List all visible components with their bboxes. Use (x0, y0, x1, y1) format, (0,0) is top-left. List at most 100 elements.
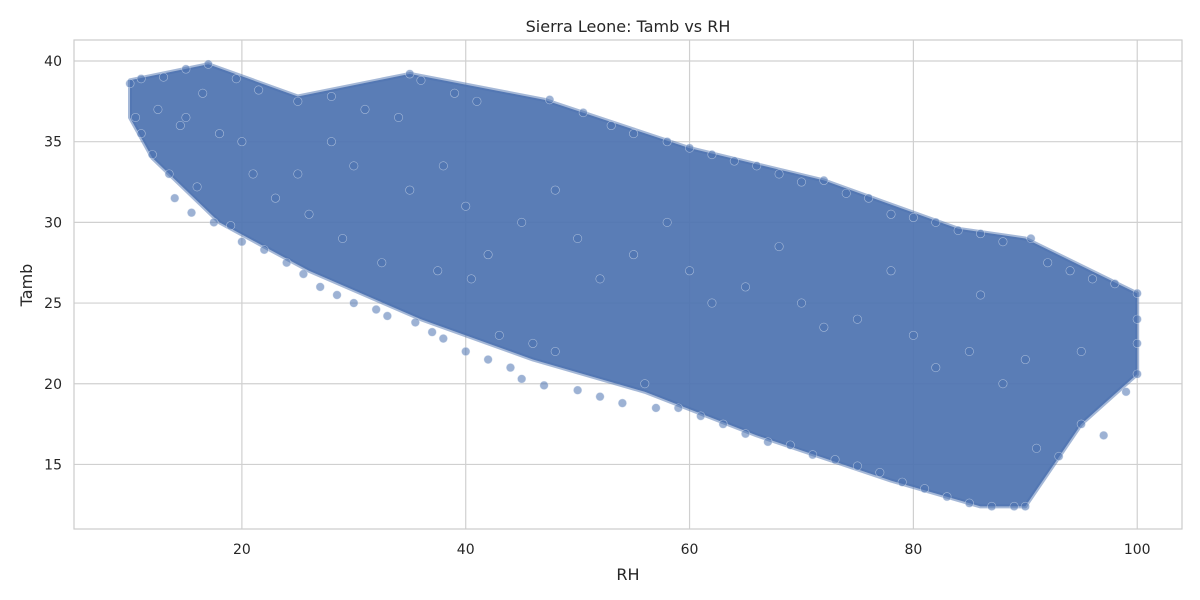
scatter-point (685, 143, 695, 153)
scatter-point (953, 225, 963, 235)
scatter-point (1132, 369, 1142, 379)
scatter-point (410, 317, 420, 327)
scatter-point (259, 245, 269, 255)
scatter-point (326, 137, 336, 147)
x-tick-label: 100 (1124, 542, 1151, 558)
scatter-point (181, 64, 191, 74)
plot-frame (73, 39, 1183, 530)
scatter-point (718, 419, 728, 429)
scatter-point (998, 379, 1008, 389)
scatter-point (494, 330, 504, 340)
scatter-point (1043, 258, 1053, 268)
scatter-point (214, 129, 224, 139)
y-tick-label: 15 (44, 457, 62, 473)
x-tick-label: 60 (681, 542, 699, 558)
scatter-point (830, 455, 840, 465)
scatter-point (1110, 279, 1120, 289)
scatter-point (1087, 274, 1097, 284)
scatter-point (729, 156, 739, 166)
scatter-point (136, 74, 146, 84)
scatter-point (483, 355, 493, 365)
y-tick-label: 30 (44, 215, 62, 231)
scatter-point (976, 229, 986, 239)
scatter-point (237, 237, 247, 247)
scatter-point (438, 334, 448, 344)
scatter-point (1132, 288, 1142, 298)
scatter-point (578, 108, 588, 118)
scatter-point (651, 403, 661, 413)
scatter-point (136, 129, 146, 139)
tick-labels: 20 40 60 80 100 15 20 25 30 35 40 (44, 54, 1150, 558)
scatter-point (226, 221, 236, 231)
scatter-point (382, 311, 392, 321)
scatter-point (573, 385, 583, 395)
scatter-point (159, 72, 169, 82)
y-axis-label: Tamb (17, 264, 36, 308)
y-tick-label: 25 (44, 296, 62, 312)
scatter-point (539, 380, 549, 390)
scatter-point (886, 209, 896, 219)
scatter-point (662, 217, 672, 227)
scatter-point (1032, 443, 1042, 453)
scatter-point (595, 274, 605, 284)
scatter-point (131, 112, 141, 122)
x-axis-label: RH (616, 565, 639, 584)
scatter-point (1132, 314, 1142, 324)
scatter-point (394, 112, 404, 122)
scatter-point (517, 374, 527, 384)
scatter-point (976, 290, 986, 300)
scatter-point (1020, 355, 1030, 365)
scatter-point (640, 379, 650, 389)
scatter-point (505, 363, 515, 373)
scatter-point (315, 282, 325, 292)
scatter-point (662, 137, 672, 147)
scatter-point (466, 274, 476, 284)
scatter-point (1099, 430, 1109, 440)
scatter-point (1026, 234, 1036, 244)
data-points (125, 59, 1142, 511)
scatter-point (1054, 451, 1064, 461)
scatter-point (550, 185, 560, 195)
scatter-point (427, 327, 437, 337)
scatter-point (1132, 338, 1142, 348)
scatter-point (752, 161, 762, 171)
y-tick-label: 40 (44, 54, 62, 70)
scatter-point (153, 104, 163, 114)
scatter-point (209, 217, 219, 227)
scatter-point (897, 477, 907, 487)
scatter-point (942, 492, 952, 502)
scatter-point (461, 346, 471, 356)
scatter-point (304, 209, 314, 219)
scatter-point (796, 177, 806, 187)
scatter-point (998, 237, 1008, 247)
scatter-point (472, 96, 482, 106)
scatter-point (254, 85, 264, 95)
scatter-point (931, 363, 941, 373)
scatter-point (438, 161, 448, 171)
y-tick-label: 20 (44, 377, 62, 393)
scatter-point (550, 346, 560, 356)
scatter-point (785, 440, 795, 450)
scatter-point (450, 88, 460, 98)
scatter-point (595, 392, 605, 402)
scatter-point (1121, 387, 1131, 397)
scatter-point (483, 250, 493, 260)
scatter-point (908, 330, 918, 340)
scatter-point (629, 129, 639, 139)
scatter-point (237, 137, 247, 147)
scatter-point (203, 59, 213, 69)
scatter-point (920, 484, 930, 494)
scatter-point (629, 250, 639, 260)
scatter-point (573, 234, 583, 244)
scatter-point (774, 242, 784, 252)
scatter-point (763, 437, 773, 447)
x-tick-label: 40 (457, 542, 475, 558)
chart-title: Sierra Leone: Tamb vs RH (526, 17, 731, 36)
scatter-point (187, 208, 197, 218)
y-tick-label: 35 (44, 135, 62, 151)
scatter-point (326, 91, 336, 101)
scatter-point (147, 150, 157, 160)
scatter-density-band (128, 62, 1140, 509)
scatter-point (1020, 501, 1030, 511)
